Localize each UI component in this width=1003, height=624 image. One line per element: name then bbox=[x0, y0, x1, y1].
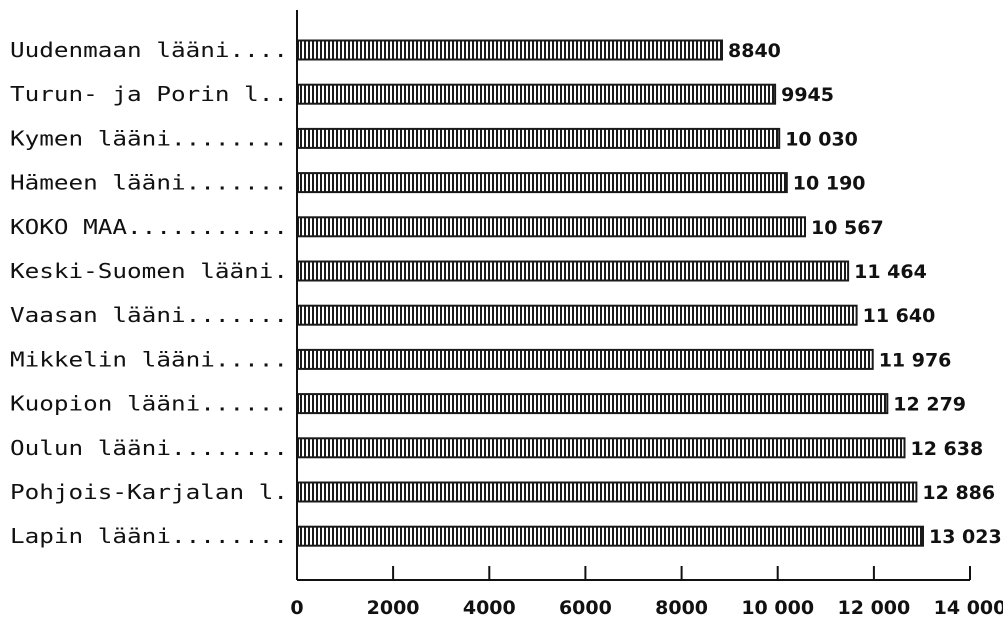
value-label: 10 190 bbox=[793, 173, 866, 195]
category-label: Keski-Suomen lääni. bbox=[10, 259, 288, 283]
x-tick-label: 4000 bbox=[463, 597, 516, 619]
bar bbox=[297, 348, 874, 370]
x-tick-label: 12 000 bbox=[838, 597, 911, 619]
bar bbox=[297, 437, 906, 459]
x-tick-label: 10 000 bbox=[741, 597, 814, 619]
category-labels: Uudenmaan lääni.... Turun- ja Porin l.. Ky… bbox=[10, 38, 288, 548]
category-label: Uudenmaan lääni.... bbox=[10, 38, 288, 62]
x-tick-label: 6000 bbox=[559, 597, 612, 619]
x-tick-label: 0 bbox=[290, 597, 303, 619]
x-tick-label: 14 000 bbox=[934, 597, 1003, 619]
category-label: Mikkelin lääni..... bbox=[10, 347, 288, 371]
value-label: 11 464 bbox=[854, 261, 927, 283]
value-label: 12 638 bbox=[911, 438, 984, 460]
bar bbox=[297, 127, 781, 149]
category-label: Lapin lääni........ bbox=[10, 524, 288, 548]
bar bbox=[297, 393, 889, 415]
category-label: Hämeen lääni....... bbox=[10, 171, 288, 195]
value-label: 10 030 bbox=[785, 128, 858, 150]
bar bbox=[297, 260, 850, 282]
bar bbox=[297, 216, 806, 238]
category-label: Vaasan lääni....... bbox=[10, 303, 288, 327]
value-label: 12 279 bbox=[893, 394, 966, 416]
category-label: Turun- ja Porin l.. bbox=[10, 82, 288, 106]
bar bbox=[297, 83, 777, 105]
value-label: 9945 bbox=[781, 84, 834, 106]
bar bbox=[297, 525, 924, 547]
bar bbox=[297, 39, 723, 61]
value-label: 13 023 bbox=[929, 526, 1002, 548]
bars-group bbox=[297, 39, 924, 547]
value-label: 12 886 bbox=[922, 482, 995, 504]
axes: 0 2000 4000 6000 8000 10 000 12 000 14 000 bbox=[290, 10, 1003, 619]
category-label: Kymen lääni........ bbox=[10, 126, 288, 150]
x-tick-label: 8000 bbox=[655, 597, 708, 619]
category-label: Pohjois-Karjalan l. bbox=[10, 480, 288, 504]
value-label: 11 976 bbox=[879, 349, 952, 371]
value-label: 8840 bbox=[728, 40, 781, 62]
x-tick-label: 2000 bbox=[367, 597, 420, 619]
category-label: KOKO MAA........... bbox=[10, 215, 288, 239]
value-label: 11 640 bbox=[863, 305, 936, 327]
bar bbox=[297, 481, 918, 503]
category-label: Kuopion lääni...... bbox=[10, 392, 288, 416]
bar bbox=[297, 172, 788, 194]
value-label: 10 567 bbox=[811, 217, 884, 239]
bar bbox=[297, 304, 858, 326]
category-label: Oulun lääni........ bbox=[10, 436, 288, 460]
